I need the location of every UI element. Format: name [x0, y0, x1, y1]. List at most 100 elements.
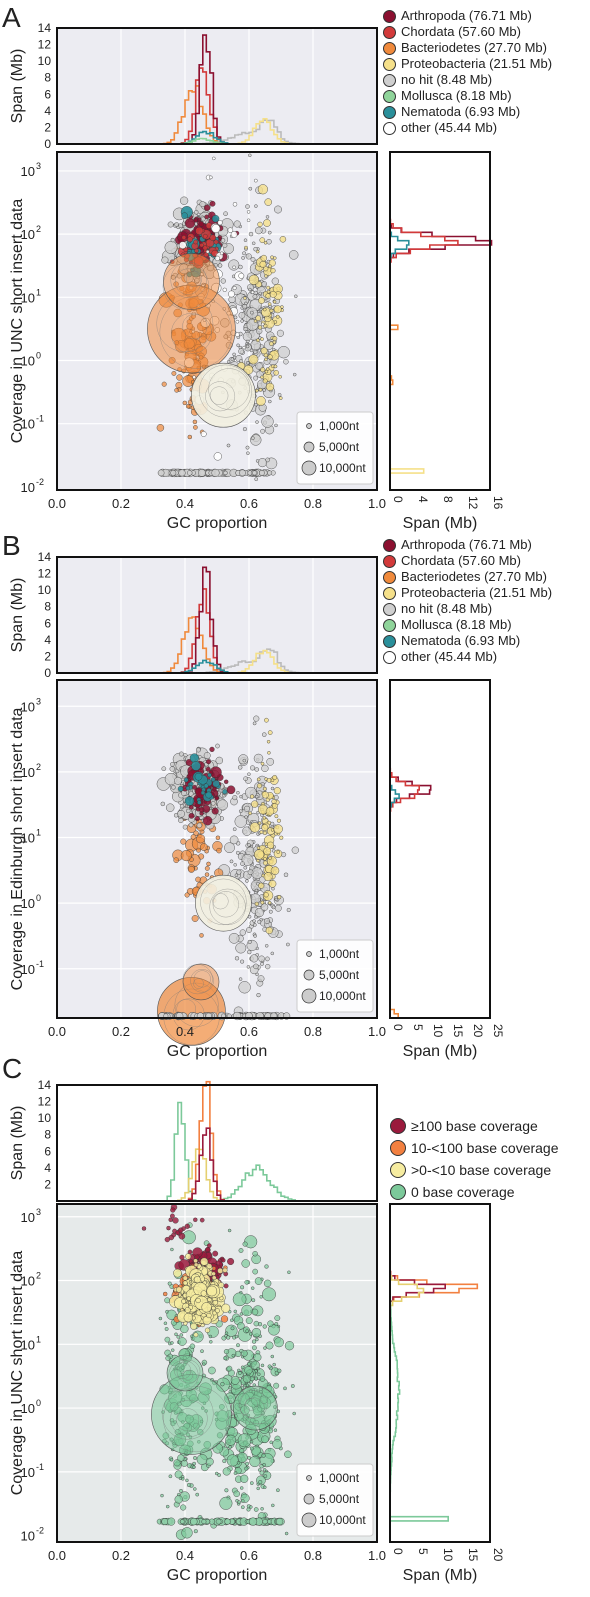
scatter-point [276, 1368, 282, 1374]
scatter-point [224, 1488, 229, 1493]
scatter-point [183, 777, 189, 783]
scatter-point [223, 1283, 229, 1289]
scatter-point [224, 842, 235, 854]
scatter-point [225, 1434, 237, 1446]
scatter-point [232, 352, 236, 357]
scatter-point [179, 196, 189, 205]
scatter-point [256, 1366, 260, 1371]
scatter-point [186, 1296, 191, 1301]
y-tick-label: 10 [21, 164, 35, 179]
scatter-point [248, 274, 260, 285]
scatter-point [257, 1468, 262, 1472]
scatter-point [263, 857, 267, 861]
scatter-point [160, 1493, 164, 1498]
scatter-point [238, 809, 243, 814]
scatter-point [237, 765, 243, 770]
scatter-point [261, 791, 269, 799]
legend-item: Proteobacteria (21.51 Mb) [383, 56, 552, 72]
scatter-point [226, 1335, 231, 1340]
legend-label: no hit (8.48 Mb) [401, 601, 493, 616]
scatter-point [177, 809, 185, 818]
scatter-point [254, 204, 258, 208]
x-tick-label: 0.8 [304, 496, 322, 511]
scatter-point [261, 1453, 266, 1458]
scatter-point [266, 739, 271, 744]
scatter-point [188, 822, 194, 828]
scatter-point [287, 1270, 291, 1275]
scatter-point [199, 1217, 205, 1223]
scatter-point [180, 850, 192, 862]
scatter-point [165, 803, 175, 812]
legend-swatch [383, 9, 396, 23]
scatter-point [239, 1387, 277, 1425]
scatter-point [220, 278, 226, 284]
scatter-point [243, 364, 254, 375]
scatter-point [254, 908, 264, 918]
side-x-tick-label: 4 [416, 496, 430, 503]
scatter-point [217, 1473, 221, 1477]
scatter-point [217, 799, 229, 811]
scatter-point [209, 386, 229, 405]
y-tick-exponent: 2 [36, 762, 41, 772]
scatter-point [239, 929, 246, 936]
y-tick-exponent: 1 [36, 1334, 41, 1344]
size-legend-label: 5,000nt [319, 968, 360, 982]
scatter-point [212, 891, 239, 918]
scatter-point [256, 338, 260, 343]
top-y-tick-label: 12 [38, 38, 52, 52]
scatter-point [270, 778, 275, 783]
scatter-point [251, 867, 263, 880]
legend-label: Arthropoda (76.71 Mb) [401, 537, 532, 552]
scatter-point [181, 212, 188, 220]
scatter-point [226, 1365, 233, 1372]
panel-letter-c: C [2, 1053, 23, 1084]
scatter-point [235, 850, 240, 855]
scatter-point [242, 345, 246, 350]
scatter-point [275, 314, 280, 319]
legend-swatch [383, 602, 396, 616]
scatter-point [204, 1327, 211, 1333]
scatter-point [279, 835, 284, 840]
top-y-tick-label: 8 [44, 1128, 51, 1142]
scatter-point [237, 1500, 241, 1505]
scatter-point [211, 224, 221, 234]
scatter-point [223, 779, 229, 785]
size-legend-marker [301, 988, 317, 1004]
scatter-point [178, 241, 187, 250]
scatter-point [244, 1279, 250, 1285]
scatter-point [241, 1304, 253, 1317]
scatter-point [161, 1518, 169, 1526]
scatter-point [250, 954, 259, 963]
scatter-point [277, 895, 282, 900]
scatter-point [184, 892, 190, 898]
scatter-point [250, 434, 262, 446]
scatter-point [233, 863, 237, 867]
scatter-point [209, 746, 215, 753]
main-y-axis-title: Coverage in Edinburgh short insert data [9, 707, 26, 990]
scatter-point [206, 1285, 218, 1297]
side-x-tick-label: 12 [466, 496, 480, 510]
scatter-point [276, 818, 281, 823]
scatter-point [230, 1375, 240, 1385]
scatter-point [240, 1350, 248, 1357]
plot-frame [56, 27, 378, 145]
scatter-point [170, 1348, 175, 1352]
scatter-point [262, 732, 267, 737]
scatter-point [184, 1307, 191, 1313]
scatter-point [248, 354, 259, 365]
scatter-point [235, 332, 240, 338]
scatter-point [249, 765, 256, 771]
scatter-point [213, 452, 222, 461]
legend-label: Proteobacteria (21.51 Mb) [401, 56, 553, 71]
scatter-point [244, 1366, 253, 1375]
y-tick-label: 10 [21, 831, 35, 846]
scatter-point [174, 776, 182, 785]
legend-item: Bacteriodetes (27.70 Mb) [383, 569, 552, 585]
scatter-point [247, 1362, 251, 1366]
x-tick-label: 1.0 [368, 1024, 386, 1039]
scatter-point [201, 1302, 212, 1313]
scatter-point [253, 349, 258, 354]
scatter-point [157, 469, 165, 477]
scatter-point [276, 329, 284, 337]
scatter-point [232, 202, 238, 207]
